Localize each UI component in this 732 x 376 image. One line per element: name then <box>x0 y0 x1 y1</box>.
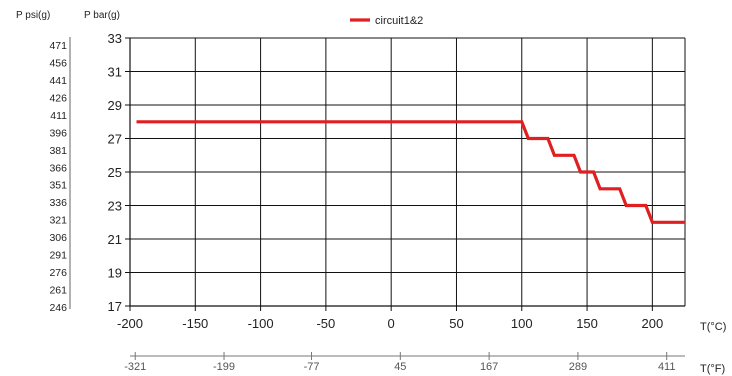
psi-axis-label: P psi(g) <box>16 10 50 21</box>
x-tick-label: -50 <box>316 316 335 331</box>
psi-tick-label: 321 <box>49 215 67 227</box>
psi-tick-label: 276 <box>49 267 67 279</box>
f-tick-label: -77 <box>304 361 320 373</box>
psi-tick-label: 291 <box>49 250 67 262</box>
y-tick-label: 21 <box>108 232 122 247</box>
bar-axis-ticks: 17 19 21 23 25 27 29 31 33 <box>108 31 130 314</box>
y-tick-label: 29 <box>108 98 122 113</box>
x-tick-label: 0 <box>388 316 395 331</box>
psi-tick-label: 441 <box>49 75 67 87</box>
psi-tick-label: 471 <box>49 40 67 52</box>
y-tick-label: 31 <box>108 65 122 80</box>
x-tick-label: 100 <box>511 316 533 331</box>
series-layer <box>136 120 685 224</box>
psi-tick-label: 411 <box>50 110 67 122</box>
x-tick-label: -100 <box>248 316 274 331</box>
psi-tick-label: 306 <box>49 232 67 244</box>
legend: circuit1&2 <box>350 15 423 27</box>
f-tick-label: 45 <box>394 361 406 373</box>
x-tick-label: -200 <box>117 316 143 331</box>
celsius-axis-ticks: -200 -150 -100 -50 0 50 100 150 200 <box>117 306 663 331</box>
y-tick-label: 23 <box>108 199 122 214</box>
y-tick-label: 19 <box>108 266 122 281</box>
x-tick-label: -150 <box>182 316 208 331</box>
grid <box>129 37 686 307</box>
psi-tick-label: 366 <box>49 162 67 174</box>
f-tick-label: -321 <box>124 361 146 373</box>
y-tick-label: 25 <box>108 165 122 180</box>
bar-axis-label: P bar(g) <box>84 10 120 21</box>
psi-tick-label: 426 <box>49 92 67 104</box>
psi-tick-label: 336 <box>49 197 67 209</box>
x-fahrenheit-label: T(°F) <box>700 363 725 375</box>
y-tick-label: 17 <box>108 299 122 314</box>
fahrenheit-axis-ticks: -321 -199 -77 45 167 289 411 <box>124 352 685 373</box>
f-tick-label: -199 <box>213 361 235 373</box>
psi-tick-label: 456 <box>49 57 67 69</box>
x-tick-label: 50 <box>449 316 463 331</box>
series-line-circuit <box>136 120 685 224</box>
x-celsius-label: T(°C) <box>700 321 726 333</box>
psi-tick-label: 246 <box>49 302 67 314</box>
psi-axis: 246 261 276 291 306 321 336 351 366 381 396 411 426 4… <box>49 37 71 314</box>
psi-tick-label: 261 <box>49 285 67 297</box>
x-tick-label: 150 <box>576 316 598 331</box>
y-tick-label: 27 <box>108 132 122 147</box>
legend-label: circuit1&2 <box>375 15 423 27</box>
f-tick-label: 289 <box>569 361 587 373</box>
f-tick-label: 167 <box>480 361 498 373</box>
f-tick-label: 411 <box>658 361 676 373</box>
y-tick-label: 33 <box>108 31 122 46</box>
psi-tick-label: 351 <box>49 180 67 192</box>
psi-tick-label: 381 <box>49 145 67 157</box>
x-tick-label: 200 <box>642 316 664 331</box>
psi-tick-label: 396 <box>49 127 67 139</box>
